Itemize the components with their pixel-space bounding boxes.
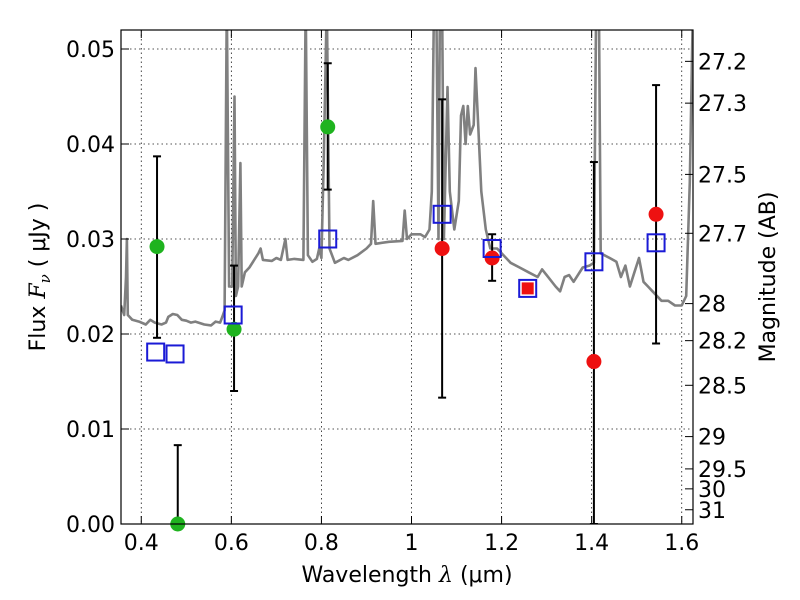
- red-data-point: [521, 282, 534, 295]
- magnitude-tick-label: 27.5: [698, 163, 747, 188]
- x-tick-label: 0.6: [214, 531, 249, 556]
- y-axis-label-symbol: F: [26, 283, 51, 300]
- magnitude-tick-label: 28: [698, 293, 726, 318]
- magnitude-tick-label: 27.2: [698, 50, 747, 75]
- x-tick-label: 1.6: [664, 531, 699, 556]
- y-tick-label: 0.00: [66, 513, 115, 538]
- y-tick-label: 0.02: [66, 323, 115, 348]
- magnitude-tick-label: 27.3: [698, 92, 747, 117]
- green-data-point: [149, 239, 165, 255]
- model-square-point: [518, 278, 538, 298]
- x-tick-label: 1.4: [574, 531, 609, 556]
- plot-frame: [120, 29, 694, 525]
- marker-layer: [146, 119, 666, 532]
- axis-ticks: 0.4 0.6 0.8 1 1.2 1.4 1.6 0.00 0.01 0.02 0.03 0.04 0…: [66, 30, 747, 556]
- model-square-point: [584, 252, 604, 272]
- model-square-point: [432, 204, 452, 224]
- red-data-point: [648, 206, 664, 222]
- magnitude-tick-label: 31: [698, 499, 726, 524]
- x-axis-label-unit: (μm): [460, 563, 513, 588]
- green-data-point: [320, 119, 336, 135]
- magnitude-tick-label: 30: [698, 478, 726, 503]
- model-square-point: [165, 344, 185, 364]
- y-tick-label: 0.05: [66, 38, 115, 63]
- y-axis-label-subscript: ν: [36, 274, 54, 283]
- model-square-point: [482, 239, 502, 258]
- model-square-point: [318, 229, 338, 249]
- y-tick-label: 0.01: [66, 418, 115, 443]
- model-square-point: [646, 233, 666, 253]
- magnitude-tick-label: 29: [698, 426, 726, 451]
- y-tick-label: 0.04: [66, 133, 115, 158]
- plot-background: [121, 30, 693, 524]
- x-axis-label-prefix: Wavelength: [301, 563, 432, 588]
- x-axis-label: Wavelength λ (μm): [301, 563, 512, 588]
- magnitude-tick-label: 27.7: [698, 222, 747, 247]
- y-tick-label: 0.03: [66, 228, 115, 253]
- magnitude-tick-label: 29.5: [698, 458, 747, 483]
- template-layer: [121, 30, 693, 327]
- template-spectrum-line: [121, 30, 693, 327]
- y-axis-label-unit: ( μJy ): [26, 203, 51, 268]
- red-data-point: [586, 354, 602, 370]
- x-tick-label: 1.2: [484, 531, 519, 556]
- model-square-point: [146, 342, 166, 362]
- model-square-point: [223, 305, 243, 325]
- x-axis-label-symbol: λ: [438, 563, 453, 588]
- magnitude-tick-label: 28.2: [698, 330, 747, 355]
- magnitude-tick-label: 28.5: [698, 374, 747, 399]
- y-axis-label: Flux Fν ( μJy ): [26, 203, 56, 352]
- x-tick-label: 1: [405, 531, 419, 556]
- red-data-point: [434, 241, 450, 256]
- x-tick-label: 0.8: [304, 531, 339, 556]
- x-tick-label: 0.4: [124, 531, 159, 556]
- y2-axis-label: Magnitude (AB): [756, 192, 781, 363]
- green-data-point: [226, 321, 242, 337]
- y-axis-label-prefix: Flux: [26, 306, 51, 352]
